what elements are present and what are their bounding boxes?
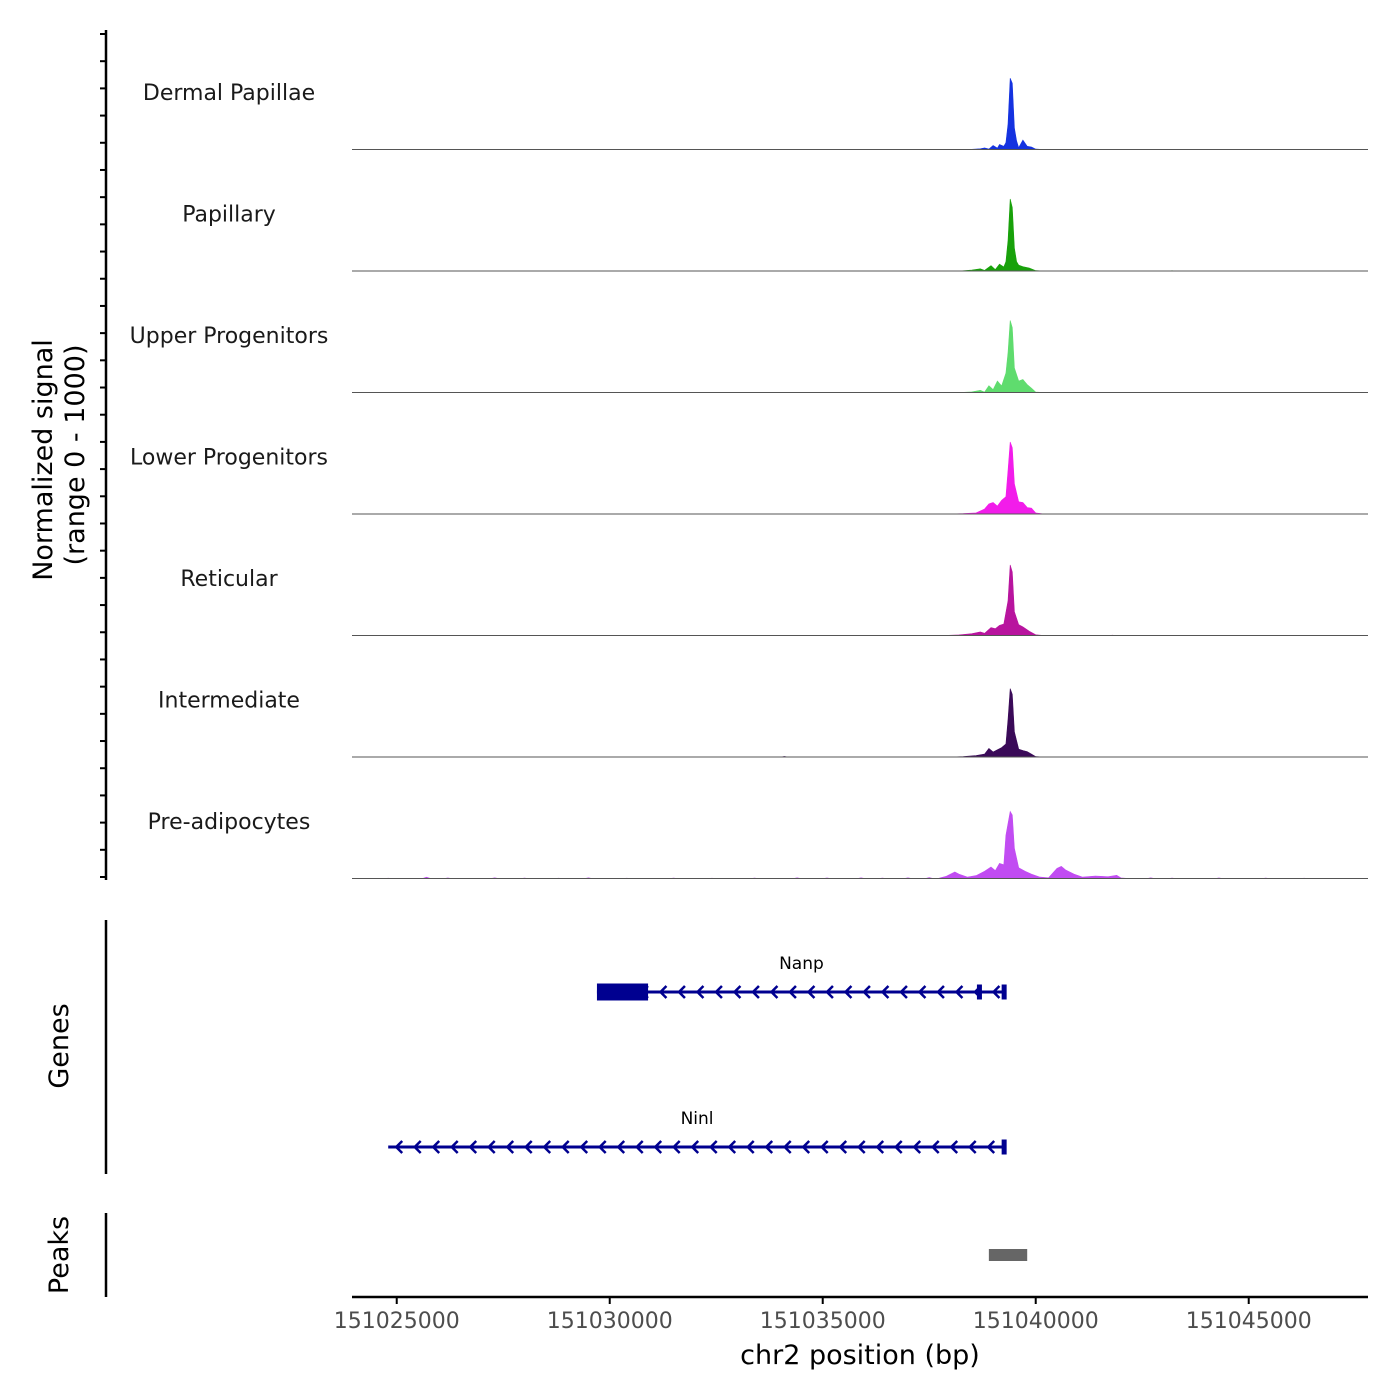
y-axis-title: Normalized signal (range 0 - 1000) [28,339,91,581]
x-axis-title: chr2 position (bp) [740,1340,980,1371]
gene-exon [976,984,982,1000]
genes-panel-label: Genes [44,1003,75,1088]
track-reticular: Reticular [180,564,1368,636]
coverage-area [941,564,1045,636]
strand-arrow [449,1140,459,1154]
gene-exon [1001,984,1007,1000]
strand-arrow [505,1140,515,1154]
coverage-area [950,688,1045,758]
x-tick-label: 151030000 [547,1309,673,1334]
coverage-area [963,78,1045,150]
coverage-area [937,810,1130,879]
track-label: Dermal Papillae [143,81,315,106]
strand-arrow [825,985,834,999]
strand-arrow [597,1140,607,1154]
track-label: Lower Progenitors [130,446,328,471]
strand-arrow [658,985,668,999]
track-label: Papillary [182,203,276,228]
strand-arrow [949,1140,959,1154]
strand-arrow [634,1140,644,1154]
strand-arrow [695,985,705,999]
gene-exon [1001,1139,1007,1155]
strand-arrow [486,1140,496,1154]
strand-arrow [880,985,890,999]
strand-arrow [986,1140,996,1154]
strand-arrow [745,1140,755,1154]
strand-arrow [967,1140,977,1154]
peak-region [988,1249,1028,1261]
strand-arrow [819,1140,829,1154]
y-axis-title-line2: (range 0 - 1000) [60,345,91,566]
track-label: Reticular [180,567,278,592]
coverage-area [958,198,1045,272]
track-dermal-papillae: Dermal Papillae [143,78,1368,150]
x-axis-ticks: 151025000 151030000 151035000 151040000 1510… [334,1297,1312,1334]
strand-arrow [806,985,816,999]
strand-arrow [690,1140,700,1154]
strand-arrow [714,985,723,999]
strand-arrow [708,1140,718,1154]
strand-arrow [801,1140,811,1154]
track-label: Pre-adipocytes [148,810,311,835]
track-intermediate: Intermediate [158,688,1368,758]
strand-arrow [431,1140,441,1154]
strand-arrow [954,985,964,999]
strand-arrow [653,1140,663,1154]
coverage-tracks: Dermal Papillae Papillary Upper Progenitor… [130,78,1368,879]
strand-arrow [843,985,853,999]
strand-arrow [991,985,1001,999]
strand-arrow [412,1140,422,1154]
strand-arrow [394,1140,404,1154]
strand-arrow [936,985,945,999]
strand-arrow [468,1140,478,1154]
strand-arrow [579,1140,589,1154]
strand-arrow [671,1140,681,1154]
gene-ninl: Ninl [388,1109,1007,1155]
x-tick-label: 151045000 [1186,1309,1312,1334]
coverage-area [958,320,1045,393]
strand-arrow [677,985,686,999]
x-tick-label: 151025000 [334,1309,460,1334]
strand-arrow [616,1140,626,1154]
strand-arrow [930,1140,940,1154]
strand-arrow [727,1140,737,1154]
strand-arrow [769,985,779,999]
strand-arrow [838,1140,848,1154]
track-label: Intermediate [158,689,300,714]
strand-arrow [732,985,742,999]
gene-label: Ninl [681,1109,714,1129]
strand-arrow [912,1140,922,1154]
strand-arrow [917,985,927,999]
signal-axis-ticks [100,33,106,878]
track-pre-adipocytes: Pre-adipocytes [148,810,1368,879]
peaks-panel-label: Peaks [44,1216,75,1294]
track-papillary: Papillary [182,198,1368,272]
strand-arrow [542,1140,552,1154]
x-tick-label: 151035000 [760,1309,886,1334]
strand-arrow [875,1140,885,1154]
strand-arrow [788,985,797,999]
strand-arrow [899,985,908,999]
peak-annotations [988,1249,1028,1261]
strand-arrow [782,1140,792,1154]
gene-nanp: Nanp [596,954,1007,1001]
coverage-area [950,441,1045,515]
gene-exon [596,983,649,1001]
strand-arrow [560,1140,570,1154]
strand-arrow [751,985,760,999]
track-label: Upper Progenitors [130,324,329,349]
gene-label: Nanp [779,954,824,974]
strand-arrow [856,1140,866,1154]
track-upper-progenitors: Upper Progenitors [130,320,1368,393]
track-lower-progenitors: Lower Progenitors [130,441,1368,515]
strand-arrow [523,1140,533,1154]
strand-arrow [764,1140,774,1154]
gene-annotations: Nanp Ninl [388,954,1007,1155]
y-axis-title-line1: Normalized signal [28,339,59,581]
strand-arrow [893,1140,903,1154]
x-tick-label: 151040000 [973,1309,1099,1334]
strand-arrow [862,985,871,999]
